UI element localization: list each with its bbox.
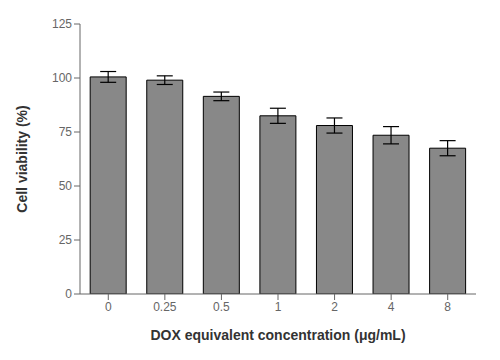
svg-text:1: 1 <box>275 300 282 314</box>
svg-text:0: 0 <box>65 287 72 301</box>
svg-text:50: 50 <box>59 179 73 193</box>
svg-text:0: 0 <box>105 300 112 314</box>
svg-text:25: 25 <box>59 233 73 247</box>
svg-text:0.25: 0.25 <box>153 300 177 314</box>
svg-text:2: 2 <box>331 300 338 314</box>
svg-text:Cell viability (%): Cell viability (%) <box>14 105 30 212</box>
svg-text:75: 75 <box>59 125 73 139</box>
svg-text:8: 8 <box>444 300 451 314</box>
svg-text:125: 125 <box>52 17 72 31</box>
svg-text:100: 100 <box>52 71 72 85</box>
svg-text:0.5: 0.5 <box>213 300 230 314</box>
svg-text:4: 4 <box>388 300 395 314</box>
svg-text:DOX equivalent concentration (: DOX equivalent concentration (μg/mL) <box>150 327 405 343</box>
